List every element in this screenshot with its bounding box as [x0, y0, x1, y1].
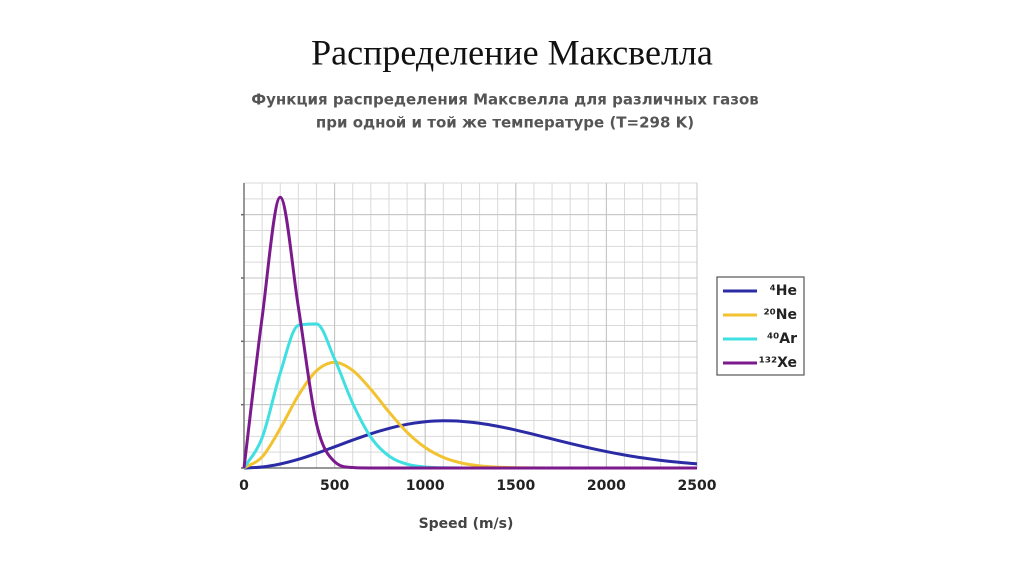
chart-title: Функция распределения Максвелла для разл… — [251, 91, 759, 109]
chart-title: при одной и той же температуре (T=298 K) — [316, 114, 694, 132]
legend-label: ²⁰Ne — [764, 307, 797, 323]
slide-title: Распределение Максвелла — [311, 32, 713, 72]
x-tick-label: 2500 — [678, 478, 717, 494]
x-tick-label: 500 — [320, 478, 349, 494]
x-tick-label: 1000 — [406, 478, 445, 494]
series-line — [242, 195, 697, 470]
legend-label: ⁴He — [770, 283, 797, 299]
x-axis-label: Speed (m/s) — [419, 516, 514, 532]
legend-box — [716, 276, 805, 376]
x-tick-label: 0 — [239, 478, 249, 494]
x-tick-label: 1500 — [496, 478, 535, 494]
x-tick-label: 2000 — [587, 478, 626, 494]
series-line — [243, 419, 698, 470]
legend-label: ¹³²Xe — [759, 355, 797, 371]
legend-label: ⁴⁰Ar — [767, 331, 797, 347]
